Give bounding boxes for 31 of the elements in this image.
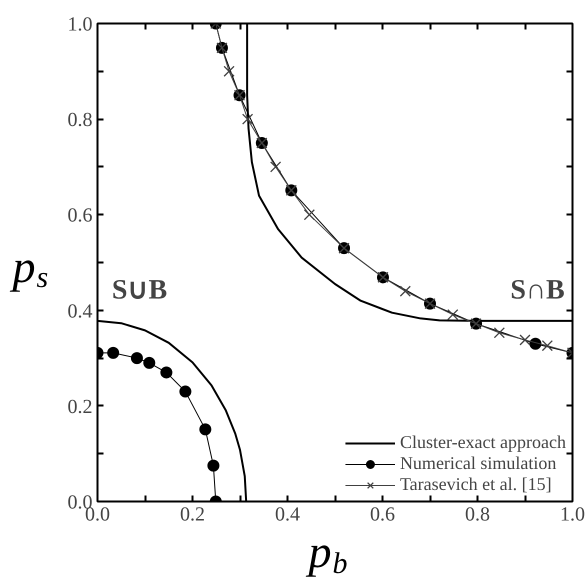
point	[447, 309, 458, 320]
point	[242, 114, 254, 125]
point	[270, 161, 282, 172]
point	[207, 460, 220, 472]
point	[304, 209, 315, 220]
point	[107, 346, 120, 359]
point	[519, 334, 531, 346]
point	[160, 366, 172, 378]
point	[130, 352, 143, 364]
point	[179, 386, 192, 398]
x-tick-label: 0.6	[370, 504, 395, 526]
y-tick-label: 1.0	[68, 14, 92, 36]
y-tick-label: 0.4	[68, 300, 92, 322]
point	[542, 340, 553, 352]
point	[199, 423, 212, 436]
x-tick-label: 1.0	[560, 504, 585, 526]
y-tick-label: 0.2	[68, 396, 92, 418]
point	[400, 286, 411, 297]
annotation: S∩B	[510, 274, 565, 306]
x-tick-label: 0.4	[275, 504, 300, 526]
y-tick-label: 0.6	[68, 204, 92, 227]
point	[143, 356, 156, 369]
annotation: S∪B	[112, 274, 168, 306]
legend-label: Tarasevich et al. [15]	[400, 474, 552, 495]
x-tick-label: 0.2	[180, 504, 205, 526]
point	[223, 66, 235, 77]
legend-label: Cluster-exact approach	[400, 432, 566, 453]
x-tick-label: 0.8	[465, 504, 490, 526]
y-tick-label: 0.8	[68, 109, 92, 132]
legend-label: Numerical simulation	[400, 453, 556, 474]
point	[494, 327, 505, 338]
